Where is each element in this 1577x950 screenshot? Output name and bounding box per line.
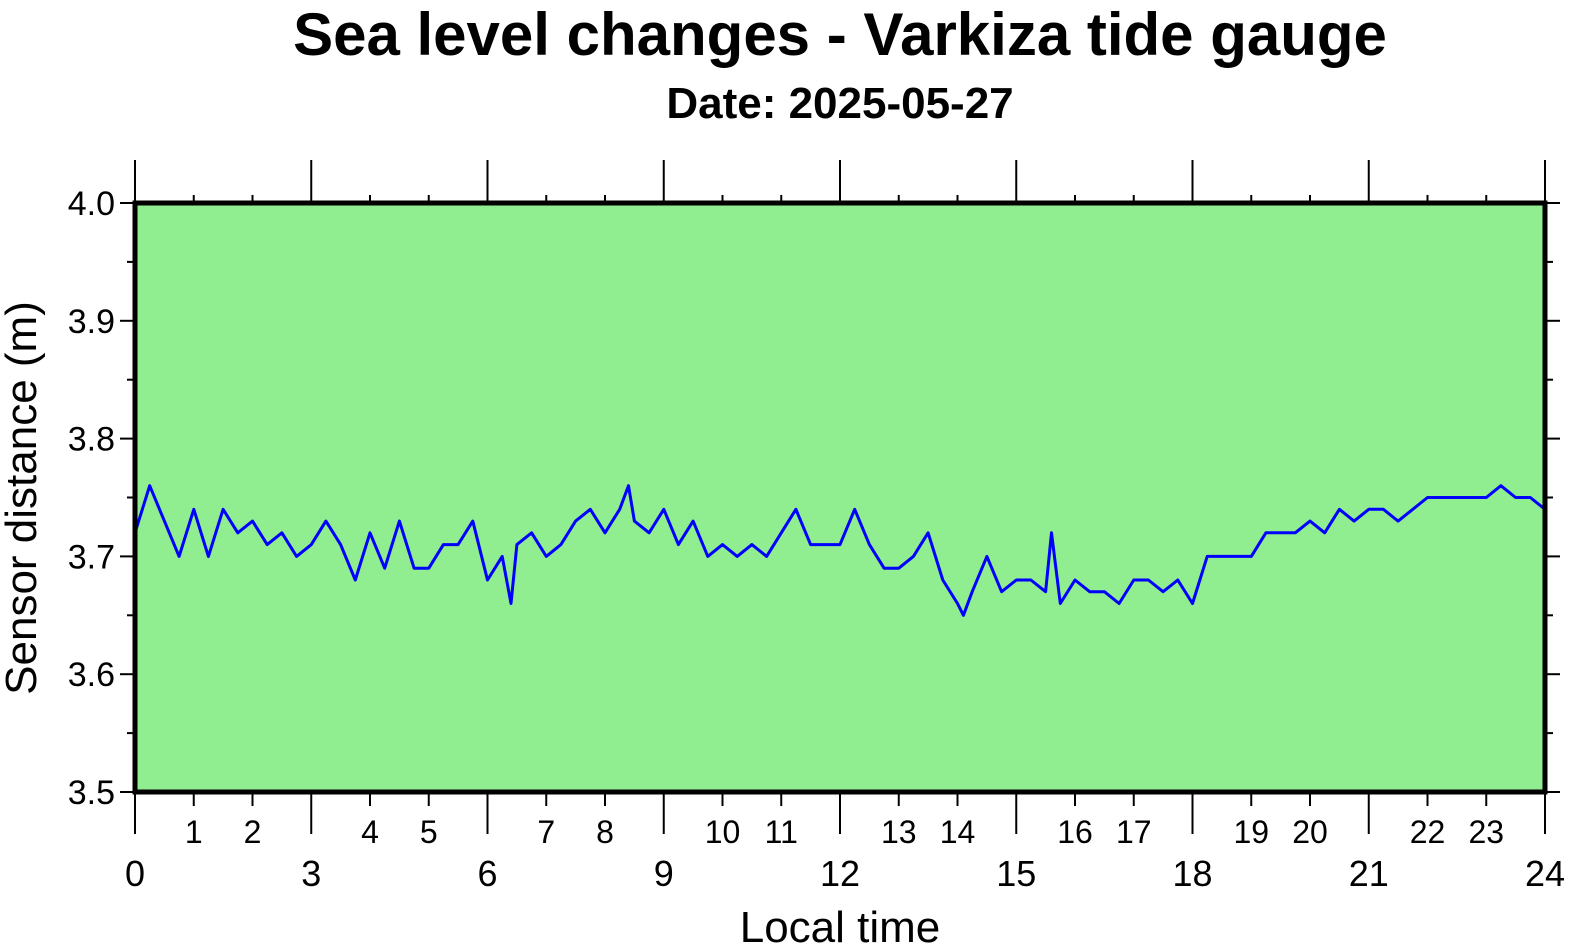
x-tick-label: 12 <box>820 853 860 894</box>
x-tick-label: 6 <box>477 853 497 894</box>
x-minor-tick-label: 11 <box>765 814 798 850</box>
y-tick-label: 4.0 <box>68 185 115 223</box>
x-minor-tick-label: 19 <box>1233 814 1269 850</box>
y-axis-label: Sensor distance (m) <box>0 301 46 695</box>
x-tick-label: 24 <box>1525 853 1565 894</box>
y-tick-label: 3.6 <box>68 656 115 694</box>
x-tick-label: 18 <box>1172 853 1212 894</box>
x-minor-tick-label: 20 <box>1292 814 1328 850</box>
data-line <box>133 484 1546 617</box>
x-tick-label: 15 <box>996 853 1036 894</box>
x-minor-tick-label: 10 <box>705 814 741 850</box>
chart-subtitle: Date: 2025-05-27 <box>666 79 1013 128</box>
plot-background <box>135 203 1545 792</box>
x-minor-tick-label: 16 <box>1057 814 1093 850</box>
y-tick-label: 3.9 <box>68 303 115 341</box>
x-tick-label: 21 <box>1349 853 1389 894</box>
y-tick-label: 3.7 <box>68 538 115 576</box>
x-tick-label: 9 <box>654 853 674 894</box>
y-tick-label: 3.8 <box>68 421 115 459</box>
x-minor-tick-label: 4 <box>361 814 379 850</box>
chart-title: Sea level changes - Varkiza tide gauge <box>293 1 1387 68</box>
plot-frame <box>132 200 1548 795</box>
x-minor-tick-label: 22 <box>1410 814 1446 850</box>
x-minor-tick-label: 8 <box>596 814 614 850</box>
y-tick-label: 3.5 <box>68 774 115 812</box>
x-minor-tick-label: 17 <box>1116 814 1152 850</box>
x-tick-label: 3 <box>301 853 321 894</box>
x-minor-tick-label: 14 <box>940 814 976 850</box>
x-minor-tick-label: 13 <box>881 814 917 850</box>
x-minor-tick-label: 5 <box>420 814 438 850</box>
x-minor-tick-label: 7 <box>537 814 555 850</box>
x-minor-tick-label: 23 <box>1468 814 1504 850</box>
x-axis-label: Local time <box>740 903 941 950</box>
x-minor-tick-label: 1 <box>185 814 203 850</box>
x-tick-label: 0 <box>125 853 145 894</box>
x-minor-tick-label: 2 <box>244 814 262 850</box>
